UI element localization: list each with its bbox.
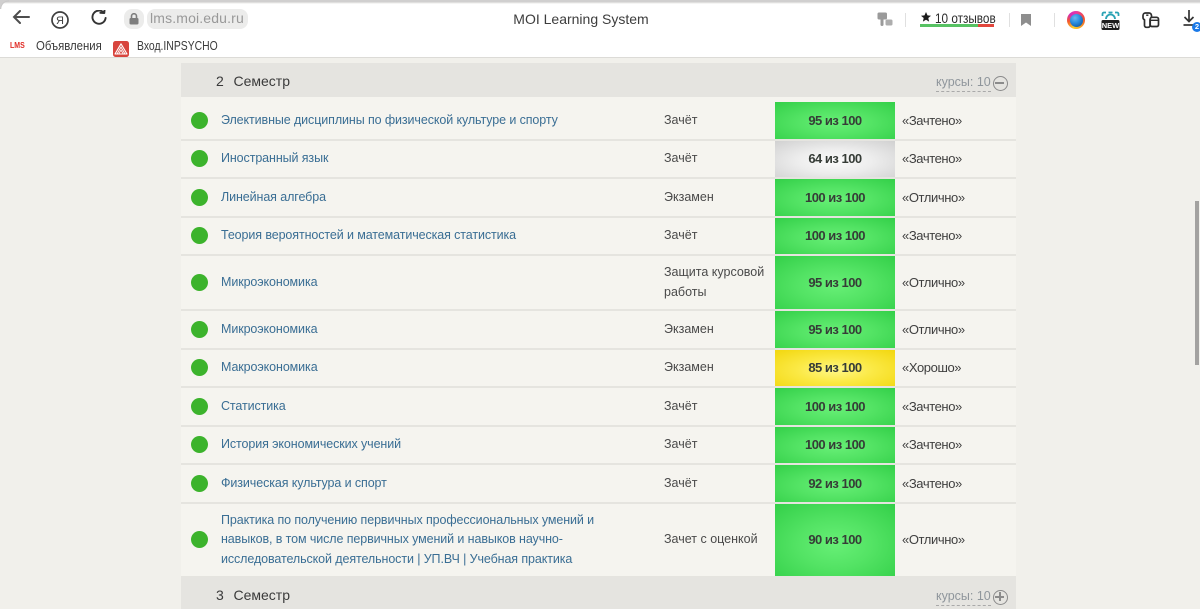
svg-text:Я: Я <box>56 15 64 27</box>
svg-text:NEW: NEW <box>1102 21 1120 30</box>
